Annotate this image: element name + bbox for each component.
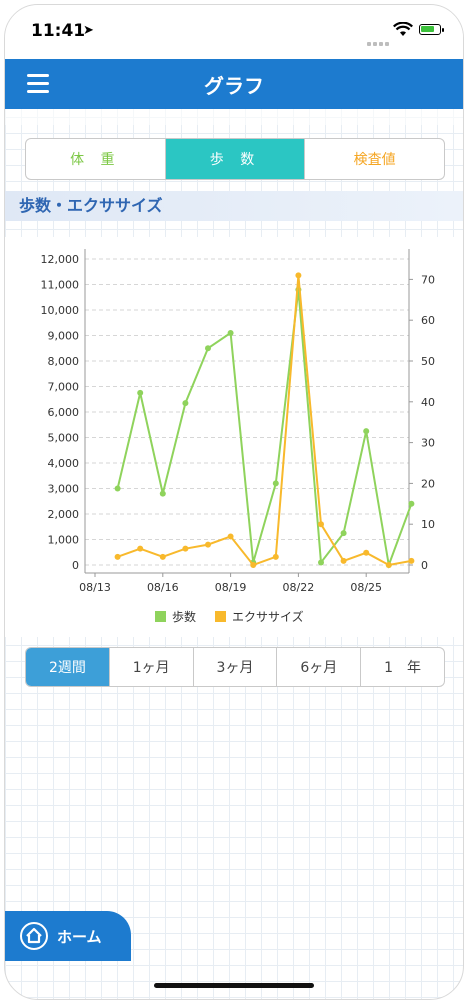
period-3months[interactable]: 3ヶ月 (194, 648, 278, 686)
x-tick-label: 08/19 (215, 581, 247, 594)
steps-point (227, 329, 234, 336)
y-left-tick-label: 4,000 (48, 457, 80, 470)
category-tabs: 体 重 歩 数 検査値 (25, 138, 445, 180)
status-time: 11:41 (31, 21, 86, 41)
legend-label-steps: 歩数 (172, 609, 196, 624)
x-tick-label: 08/13 (79, 581, 111, 594)
status-bar: 11:41 ➤ (5, 5, 463, 59)
y-left-tick-label: 5,000 (48, 432, 80, 445)
navbar: グラフ (5, 59, 463, 109)
steps-series-line (116, 289, 413, 569)
exercise-series-line (117, 275, 412, 567)
period-1year[interactable]: 1 年 (384, 660, 422, 676)
exercise-point (295, 272, 302, 279)
exercise-point (137, 545, 144, 552)
period-1month[interactable]: 1ヶ月 (110, 648, 194, 686)
legend-swatch-steps (155, 611, 166, 622)
home-button[interactable]: ホーム (5, 911, 131, 961)
exercise-point (408, 557, 415, 564)
period-2weeks[interactable]: 2週間 (26, 648, 110, 686)
chart-card: 0 1,000 2,000 3,000 4,000 5,000 6,000 7,000 8,00… (5, 237, 463, 637)
tab-weight[interactable]: 体 重 (26, 139, 166, 179)
y-left-tick-label: 11,000 (41, 279, 80, 292)
home-indicator (154, 983, 314, 988)
y-left-tick-label: 9,000 (48, 330, 80, 343)
section-title: 歩数・エクササイズ (5, 191, 463, 221)
steps-point (137, 389, 144, 396)
y-left-tick-label: 3,000 (48, 483, 80, 496)
period-6months[interactable]: 6ヶ月 (277, 648, 362, 686)
battery-icon (419, 24, 444, 35)
y-left-tick-label: 10,000 (41, 304, 80, 317)
exercise-point (340, 557, 347, 564)
y-right-tick-label: 0 (421, 559, 428, 572)
y-right-tick-label: 60 (421, 314, 435, 327)
steps-point (340, 530, 347, 537)
y-right-tick-label: 40 (421, 396, 435, 409)
exercise-point (227, 533, 234, 540)
exercise-point (318, 521, 324, 528)
steps-point (205, 345, 211, 352)
y-right-tick-label: 10 (421, 518, 435, 531)
content-header-strip (5, 109, 463, 125)
steps-point (363, 428, 370, 435)
y-left-tick-label: 7,000 (48, 381, 80, 394)
exercise-point (159, 553, 166, 560)
y-left-tick-label: 2,000 (48, 508, 80, 521)
tab-steps[interactable]: 歩 数 (165, 139, 306, 179)
exercise-point (363, 549, 370, 556)
x-tick-label: 08/22 (283, 581, 315, 594)
y-left-tick-label: 8,000 (48, 355, 80, 368)
steps-point (159, 490, 166, 497)
location-arrow-icon: ➤ (83, 23, 94, 38)
tab-test-values[interactable]: 検査値 (353, 152, 396, 168)
y-right-tick-label: 50 (421, 355, 435, 368)
steps-point (114, 485, 121, 492)
page-title: グラフ (204, 74, 264, 98)
y-left-tick-label: 12,000 (41, 253, 80, 266)
signal-icon (367, 31, 391, 46)
steps-point (182, 400, 189, 407)
hamburger-menu-icon[interactable] (27, 74, 49, 94)
exercise-point (272, 553, 279, 560)
period-tabs: 2週間 1ヶ月 3ヶ月 6ヶ月 1 年 (25, 647, 445, 687)
legend-label-exercise: エクササイズ (232, 609, 304, 624)
exercise-point (114, 553, 121, 560)
exercise-point (205, 541, 211, 548)
y-left-tick-label: 1,000 (48, 534, 80, 547)
legend-swatch-exercise (215, 611, 226, 622)
exercise-point (385, 562, 392, 568)
steps-exercise-chart: 0 1,000 2,000 3,000 4,000 5,000 6,000 7,000 8,00… (41, 249, 435, 624)
x-tick-label: 08/25 (350, 581, 382, 594)
exercise-point (182, 545, 189, 552)
x-tick-label: 08/16 (147, 581, 179, 594)
y-right-tick-label: 70 (421, 273, 435, 286)
y-left-tick-label: 6,000 (48, 406, 80, 419)
y-right-tick-label: 20 (421, 477, 435, 490)
steps-point (408, 500, 415, 507)
home-label: ホーム (57, 928, 102, 946)
steps-point (272, 480, 279, 487)
home-icon (20, 922, 48, 950)
phone-screen: 11:41 ➤ グラフ 体 重 歩 数 検査値 歩数・エクササイズ 0 1,000… (4, 4, 464, 1000)
wifi-icon (393, 22, 413, 36)
y-right-tick-label: 30 (421, 437, 435, 450)
steps-point (318, 559, 324, 566)
exercise-point (250, 562, 257, 568)
y-left-tick-label: 0 (72, 559, 79, 572)
